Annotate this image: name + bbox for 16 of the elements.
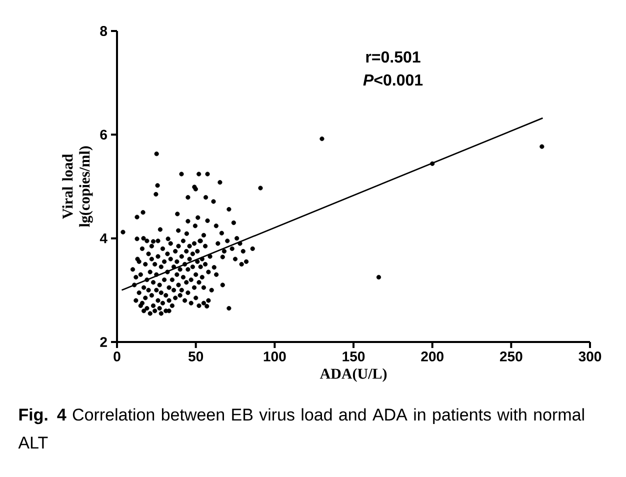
x-tick-label: 0 [114, 352, 120, 362]
y-axis-title: Viral load lg(copies/ml) [62, 146, 93, 228]
y-tick-label: 4 [100, 234, 108, 244]
x-tick-label: 100 [264, 352, 286, 362]
annotation: P<0.001 [363, 74, 423, 86]
x-tick-label: 50 [188, 352, 204, 362]
x-tick-label: 300 [578, 352, 602, 362]
x-tick-label: 250 [500, 352, 522, 362]
x-axis-title: ADA(U/L) [320, 368, 387, 382]
annotation: r=0.501 [366, 51, 420, 63]
y-tick-label: 6 [100, 130, 107, 140]
y-tick-label: 2 [100, 337, 107, 347]
x-tick-label: 150 [342, 352, 365, 362]
x-tick-label: 200 [421, 352, 444, 362]
y-tick-label: 8 [100, 26, 108, 36]
text: Fig. 4 Correlation between EB virus load and ADA in patients with normal ALT [18, 408, 584, 449]
